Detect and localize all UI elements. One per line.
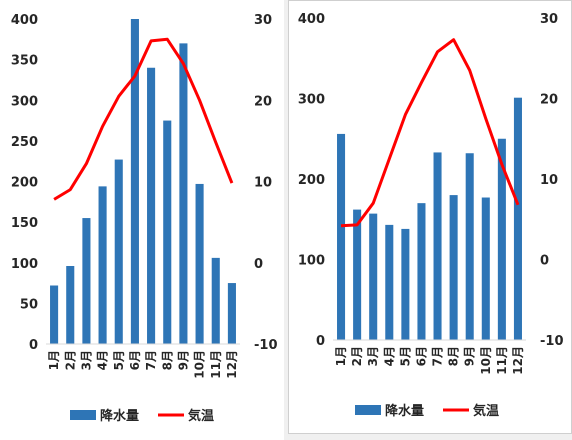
right-axis-tick-label: 30 xyxy=(254,13,272,28)
x-axis-tick-label: 3月 xyxy=(366,346,380,366)
chart-panel-left: 0 50 100 150 200 250 300 350 400 -10 0 10 20 30 1月 2月 3月… xyxy=(0,0,284,440)
right-axis-tick-label: 10 xyxy=(540,173,558,188)
legend-label-precipitation: 降水量 xyxy=(100,408,139,424)
legend-label-temperature: 気温 xyxy=(188,408,214,424)
right-axis-tick-label: 20 xyxy=(540,93,558,108)
precipitation-bar xyxy=(147,67,156,344)
left-axis-tick-label: 300 xyxy=(11,94,38,109)
legend-label-precipitation: 降水量 xyxy=(385,403,424,419)
x-axis-tick-label: 5月 xyxy=(398,346,412,366)
legend-swatch-precipitation xyxy=(70,410,96,420)
x-axis-tick-label: 1月 xyxy=(334,346,348,366)
right-axis-tick-label: -10 xyxy=(254,338,278,353)
precipitation-bar xyxy=(417,203,426,340)
left-axis-tick-label: 350 xyxy=(11,54,38,69)
precipitation-bar xyxy=(179,43,188,344)
left-axis-tick-label: 200 xyxy=(298,173,325,188)
left-axis-tick-label: 100 xyxy=(11,257,38,272)
precipitation-bar xyxy=(82,218,91,344)
x-axis-tick-label: 8月 xyxy=(447,346,461,366)
left-axis-tick-label: 400 xyxy=(11,13,38,28)
precipitation-bar xyxy=(513,97,522,340)
x-axis-tick-label: 6月 xyxy=(414,346,428,366)
precipitation-bar xyxy=(449,195,458,340)
x-axis-tick-label: 8月 xyxy=(160,350,174,370)
left-axis-tick-label: 0 xyxy=(29,338,38,353)
precipitation-bar xyxy=(50,285,59,344)
x-axis-tick-label: 4月 xyxy=(382,346,396,366)
climate-chart-left: 0 50 100 150 200 250 300 350 400 -10 0 10 20 30 1月 2月 3月… xyxy=(11,13,278,424)
left-axis-tick-label: 100 xyxy=(298,254,325,269)
x-axis-tick-label: 2月 xyxy=(350,346,364,366)
x-axis-tick-label: 12月 xyxy=(511,346,525,375)
x-axis-tick-label: 7月 xyxy=(431,346,445,366)
precipitation-bar xyxy=(465,153,474,340)
precipitation-bar xyxy=(369,213,378,340)
precipitation-bar xyxy=(337,133,346,340)
precipitation-bar xyxy=(195,183,204,344)
x-axis-tick-label: 3月 xyxy=(79,350,93,370)
x-axis-tick-label: 7月 xyxy=(144,350,158,370)
left-axis-tick-label: 0 xyxy=(316,334,325,349)
precipitation-bar xyxy=(481,197,490,340)
x-axis-tick-label: 1月 xyxy=(47,350,61,370)
left-axis-tick-label: 200 xyxy=(11,176,38,191)
x-axis-tick-label: 9月 xyxy=(463,346,477,366)
right-axis-tick-label: 0 xyxy=(254,257,263,272)
right-axis-tick-label: -10 xyxy=(540,334,564,349)
x-axis-tick-label: 9月 xyxy=(176,350,190,370)
x-axis-tick-label: 11月 xyxy=(209,350,223,379)
precipitation-bar xyxy=(163,120,172,344)
precipitation-bar xyxy=(211,257,220,344)
precipitation-bar xyxy=(114,159,123,344)
temperature-line xyxy=(53,37,234,201)
precipitation-bar xyxy=(98,186,107,344)
right-axis-tick-label: 10 xyxy=(254,176,272,191)
legend-swatch-precipitation xyxy=(355,405,381,415)
precipitation-bar xyxy=(385,224,394,340)
right-axis-tick-label: 30 xyxy=(540,12,558,27)
precipitation-bar xyxy=(227,283,236,344)
temperature-line xyxy=(340,38,520,228)
right-axis-tick-label: 0 xyxy=(540,254,549,269)
right-axis-tick-label: 20 xyxy=(254,94,272,109)
precipitation-bar xyxy=(130,19,139,344)
chart-panel-right: 0 100 200 300 400 -10 0 10 20 30 1月 2月 3月 4月 5月 6月 7月 8月 9… xyxy=(288,0,572,434)
x-axis-tick-label: 4月 xyxy=(96,350,110,370)
x-axis-tick-label: 5月 xyxy=(112,350,126,370)
x-axis-tick-label: 10月 xyxy=(479,346,493,375)
x-axis-tick-label: 11月 xyxy=(495,346,509,375)
precipitation-bar xyxy=(433,152,442,340)
x-axis-tick-label: 2月 xyxy=(63,350,77,370)
precipitation-bar xyxy=(353,209,362,340)
climate-chart-right: 0 100 200 300 400 -10 0 10 20 30 1月 2月 3月 4月 5月 6月 7月 8月 9… xyxy=(298,12,564,419)
x-axis-tick-label: 6月 xyxy=(128,350,142,370)
left-axis-tick-label: 150 xyxy=(11,216,38,231)
left-axis-tick-label: 400 xyxy=(298,12,325,27)
x-axis-tick-label: 12月 xyxy=(225,350,239,379)
precipitation-bar xyxy=(401,228,410,340)
legend-label-temperature: 気温 xyxy=(473,403,499,419)
left-axis-tick-label: 250 xyxy=(11,135,38,150)
precipitation-bar xyxy=(66,266,75,344)
left-axis-tick-label: 300 xyxy=(298,93,325,108)
precipitation-bar xyxy=(497,138,506,340)
left-axis-tick-label: 50 xyxy=(20,297,38,312)
x-axis-tick-label: 10月 xyxy=(193,350,207,379)
